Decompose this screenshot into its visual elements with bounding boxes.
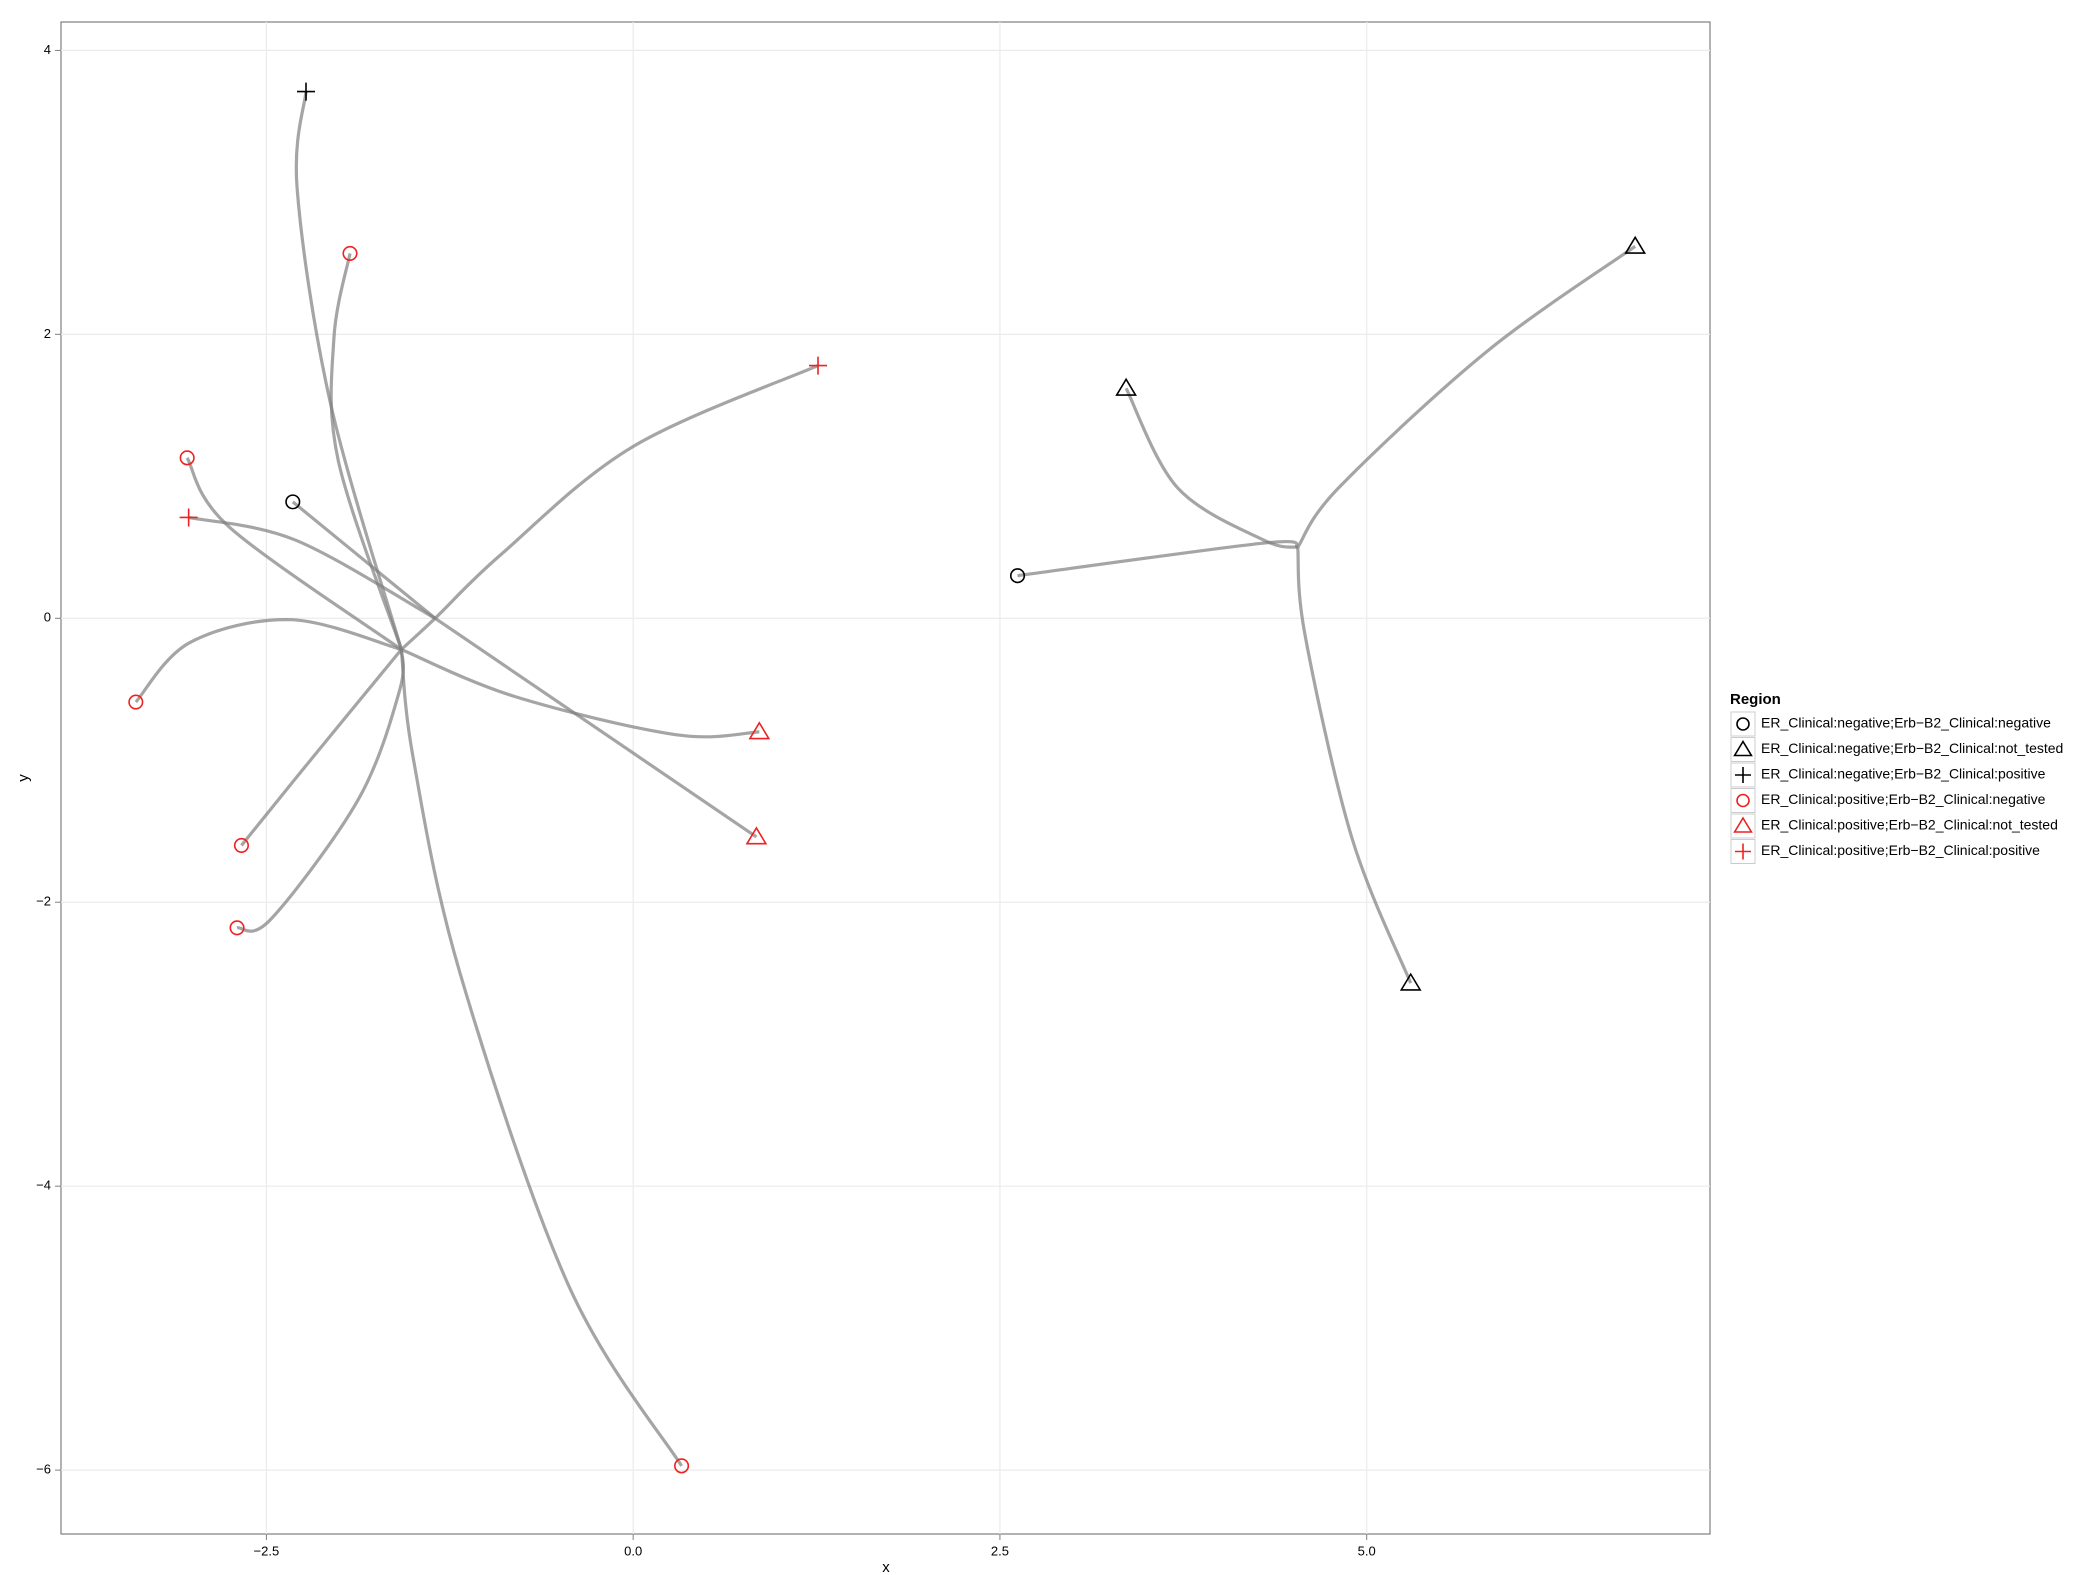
legend-symbol [1736,793,1750,808]
x-tick-label: 0.0 [624,1543,642,1558]
point [342,245,358,261]
point [674,1458,690,1474]
edge [1124,387,1299,549]
edge [1296,547,1413,984]
x-axis-label: x [882,1559,890,1575]
legend-key [1730,711,1756,737]
x-tick-label: −2.5 [254,1543,280,1558]
point [285,494,301,510]
edge [294,91,403,650]
point [233,837,250,853]
point [745,826,768,845]
point [229,920,245,936]
edge [188,515,436,620]
legend-symbol [1735,767,1751,783]
point [128,694,144,710]
edge [134,618,402,704]
legend-label: ER_Clinical:positive;Erb−B2_Clinical:not… [1761,817,2058,833]
y-tick-label: −2 [36,894,51,909]
edge [240,648,403,847]
point [1009,568,1026,584]
edge [400,648,760,739]
y-axis-label: y [15,774,32,782]
point [179,450,195,466]
x-tick-label: 5.0 [1358,1543,1376,1558]
y-tick-label: 0 [44,610,51,625]
edge [434,616,758,839]
edge [400,364,819,651]
y-tick-label: −6 [36,1462,51,1477]
legend-label: ER_Clinical:negative;Erb−B2_Clinical:pos… [1761,766,2046,782]
point [809,356,828,375]
plot-panel [60,21,1711,1535]
point [1115,377,1137,396]
y-tick-label: 4 [44,42,51,57]
legend-symbol [1733,739,1753,757]
y-tick-label: −4 [36,1178,51,1193]
edge [399,649,683,1467]
edge [291,500,437,620]
y-tick-label: 2 [44,326,51,341]
legend-title: Region [1730,691,1781,708]
legend-label: ER_Clinical:negative;Erb−B2_Clinical:not… [1761,740,2063,756]
legend-label: ER_Clinical:positive;Erb−B2_Clinical:neg… [1761,791,2046,807]
edge [1296,245,1637,549]
legend-key [1730,737,1756,762]
legend-label: ER_Clinical:negative;Erb−B2_Clinical:neg… [1761,715,2051,731]
edge [185,457,403,651]
point [297,82,316,101]
x-tick-label: 2.5 [991,1543,1009,1558]
legend-key [1730,788,1756,813]
point [1399,972,1422,991]
legend-symbol [1733,816,1753,833]
legend-label: ER_Clinical:positive;Erb−B2_Clinical:pos… [1761,842,2040,858]
legend-symbol [1735,843,1751,860]
edge [1017,539,1299,578]
edge [236,649,406,933]
point [179,508,198,527]
legend-symbol [1736,717,1750,731]
point [748,721,771,740]
point [1624,235,1647,254]
